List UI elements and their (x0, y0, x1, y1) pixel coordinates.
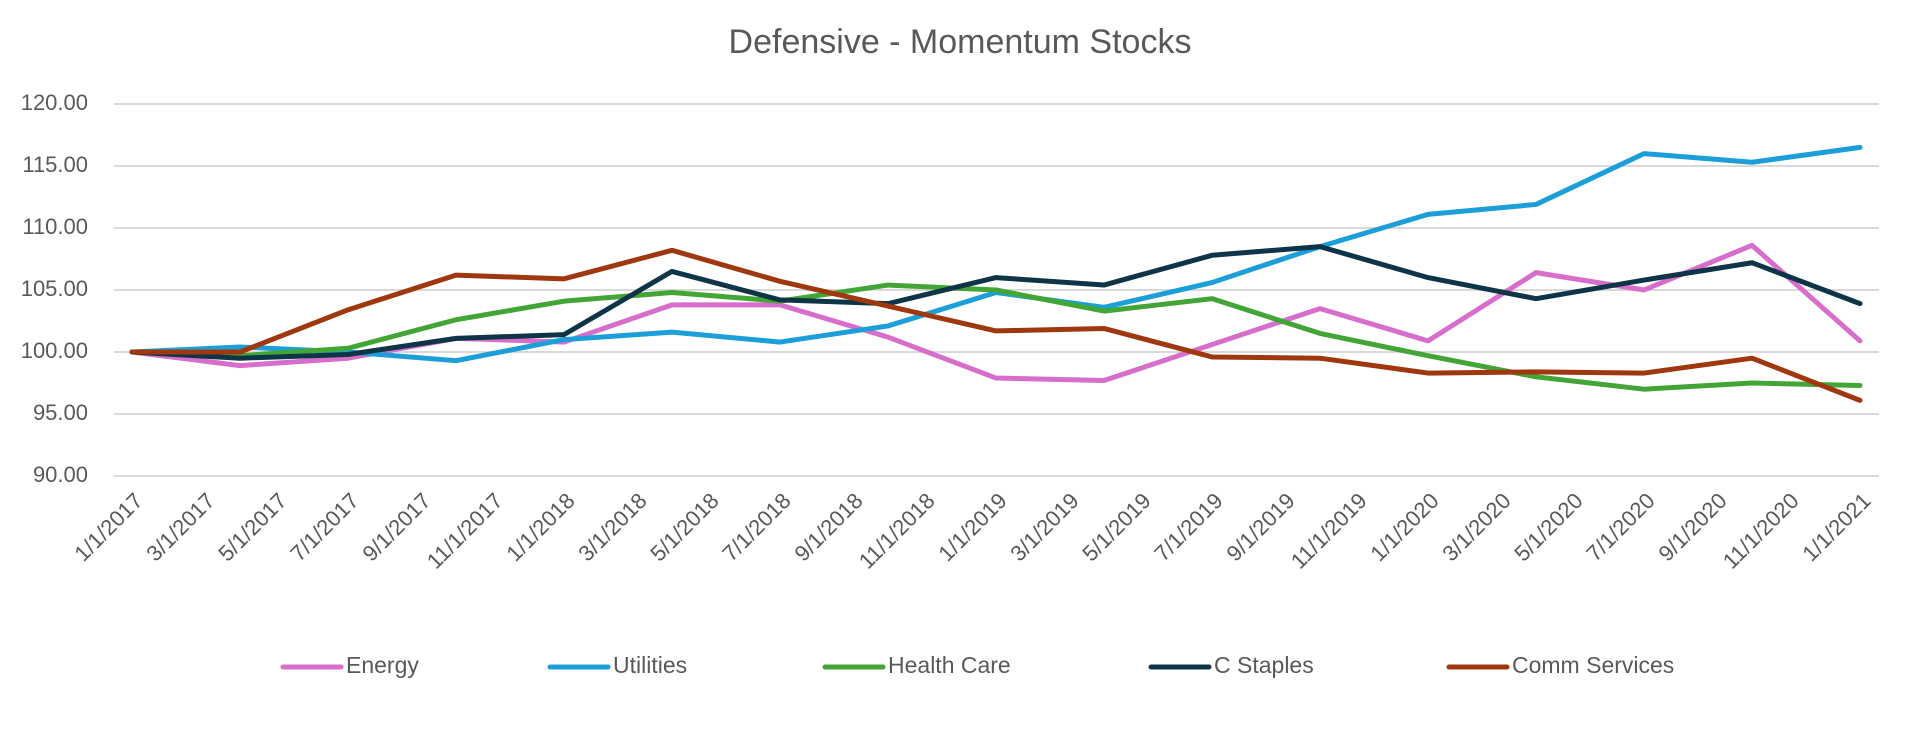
legend-label: Energy (346, 652, 419, 678)
y-tick-label: 120.00 (21, 90, 88, 115)
series-line (129, 242, 1863, 384)
y-tick-label: 105.00 (21, 276, 88, 301)
x-tick-label: 3/1/2018 (573, 488, 651, 566)
chart-title: Defensive - Momentum Stocks (729, 23, 1192, 61)
y-tick-label: 110.00 (22, 214, 88, 239)
legend-label: Utilities (613, 652, 687, 678)
legend-label: Health Care (888, 652, 1011, 678)
legend-label: Comm Services (1512, 652, 1674, 678)
x-tick-label: 11/1/2020 (1718, 488, 1804, 574)
y-tick-label: 95.00 (33, 400, 88, 425)
x-tick-label: 7/1/2017 (285, 488, 363, 566)
series-line (129, 282, 1863, 392)
series-line (129, 244, 1863, 361)
x-tick-label: 5/1/2020 (1509, 488, 1587, 566)
x-tick-label: 5/1/2018 (645, 488, 723, 566)
x-tick-label: 1/1/2021 (1797, 488, 1875, 566)
x-tick-label: 3/1/2020 (1437, 488, 1515, 566)
x-tick-label: 5/1/2019 (1077, 488, 1155, 566)
x-tick-label: 5/1/2017 (213, 488, 291, 566)
y-tick-label: 115.00 (22, 152, 88, 177)
x-tick-label: 11/1/2017 (422, 488, 508, 574)
x-tick-label: 7/1/2020 (1581, 488, 1659, 566)
series-line (129, 247, 1863, 403)
x-tick-label: 7/1/2018 (717, 488, 795, 566)
x-tick-label: 3/1/2017 (141, 488, 219, 566)
x-tick-label: 3/1/2019 (1005, 488, 1083, 566)
x-tick-label: 1/1/2017 (69, 488, 147, 566)
x-tick-label: 7/1/2019 (1149, 488, 1227, 566)
y-tick-label: 100.00 (21, 338, 88, 363)
x-tick-label: 1/1/2019 (933, 488, 1011, 566)
legend-label: C Staples (1214, 652, 1314, 678)
y-tick-label: 90.00 (33, 462, 88, 487)
x-tick-label: 11/1/2019 (1286, 488, 1372, 574)
x-tick-label: 1/1/2018 (501, 488, 579, 566)
x-tick-label: 1/1/2020 (1365, 488, 1443, 566)
x-tick-label: 11/1/2018 (854, 488, 940, 574)
